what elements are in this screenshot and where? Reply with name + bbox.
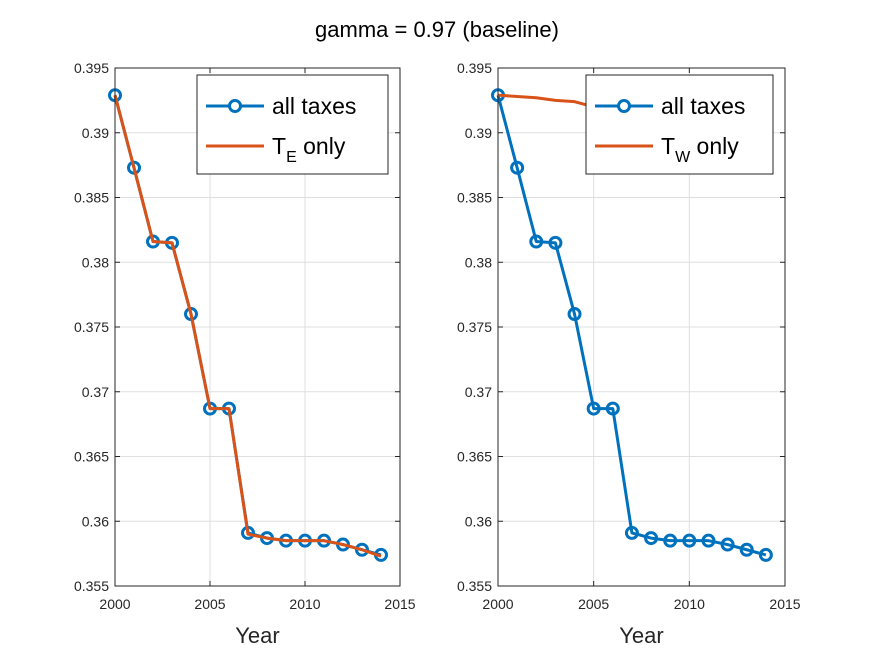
data-point	[701, 533, 716, 548]
x-tick-label: 2005	[194, 596, 225, 612]
y-tick-label: 0.39	[82, 125, 109, 141]
legend: all taxes TW only	[585, 74, 774, 175]
data-point	[567, 307, 582, 322]
data-point	[720, 537, 735, 552]
y-tick-label: 0.365	[74, 449, 109, 465]
x-tick-label: 2010	[289, 596, 320, 612]
y-tick-label: 0.355	[74, 578, 109, 594]
x-tick-label: 2000	[482, 596, 513, 612]
legend: all taxes TE only	[196, 74, 389, 175]
data-point	[624, 525, 639, 540]
x-tick-label: 2005	[578, 596, 609, 612]
data-point	[644, 531, 659, 546]
legend-label: TW only	[661, 133, 739, 166]
x-axis-label: Year	[619, 623, 663, 648]
y-tick-label: 0.375	[74, 319, 109, 335]
x-axis-label: Year	[235, 623, 279, 648]
figure-title: gamma = 0.97 (baseline)	[315, 17, 559, 42]
y-tick-label: 0.355	[457, 578, 492, 594]
x-tick-label: 2010	[674, 596, 705, 612]
left-chart: 2000 2005 2010 2015 0.355 0.36 0.365 0.37 0.375 0…	[74, 60, 416, 648]
y-tick-label: 0.38	[82, 254, 109, 270]
data-point	[510, 160, 525, 175]
legend-label: all taxes	[272, 93, 356, 119]
y-tick-label: 0.375	[457, 319, 492, 335]
legend-swatch-marker	[617, 99, 631, 113]
right-chart: 2000 2005 2010 2015 0.355 0.36 0.365 0.37 0.375 0…	[457, 60, 801, 648]
x-tick-label: 2015	[769, 596, 800, 612]
y-tick-label: 0.37	[465, 384, 492, 400]
x-tick-label: 2000	[99, 596, 130, 612]
y-tick-label: 0.385	[74, 190, 109, 206]
data-point	[586, 401, 601, 416]
data-point	[682, 533, 697, 548]
data-point	[605, 401, 620, 416]
legend-label: TE only	[272, 133, 346, 166]
data-point	[663, 533, 678, 548]
series-line-1	[113, 94, 382, 558]
data-point	[758, 547, 773, 562]
y-tick-label: 0.365	[457, 449, 492, 465]
legend-swatch-marker	[228, 99, 242, 113]
legend-label: all taxes	[661, 93, 745, 119]
legend-box	[585, 74, 774, 175]
data-point	[548, 235, 563, 250]
y-tick-label: 0.39	[465, 125, 492, 141]
y-tick-label: 0.36	[465, 513, 492, 529]
data-point	[529, 234, 544, 249]
y-tick-label: 0.37	[82, 384, 109, 400]
y-tick-label: 0.38	[465, 254, 492, 270]
legend-box	[196, 74, 389, 175]
y-tick-label: 0.395	[457, 60, 492, 76]
data-point	[739, 542, 754, 557]
y-tick-label: 0.395	[74, 60, 109, 76]
x-tick-label: 2015	[384, 596, 415, 612]
y-tick-label: 0.36	[82, 513, 109, 529]
y-tick-label: 0.385	[457, 190, 492, 206]
